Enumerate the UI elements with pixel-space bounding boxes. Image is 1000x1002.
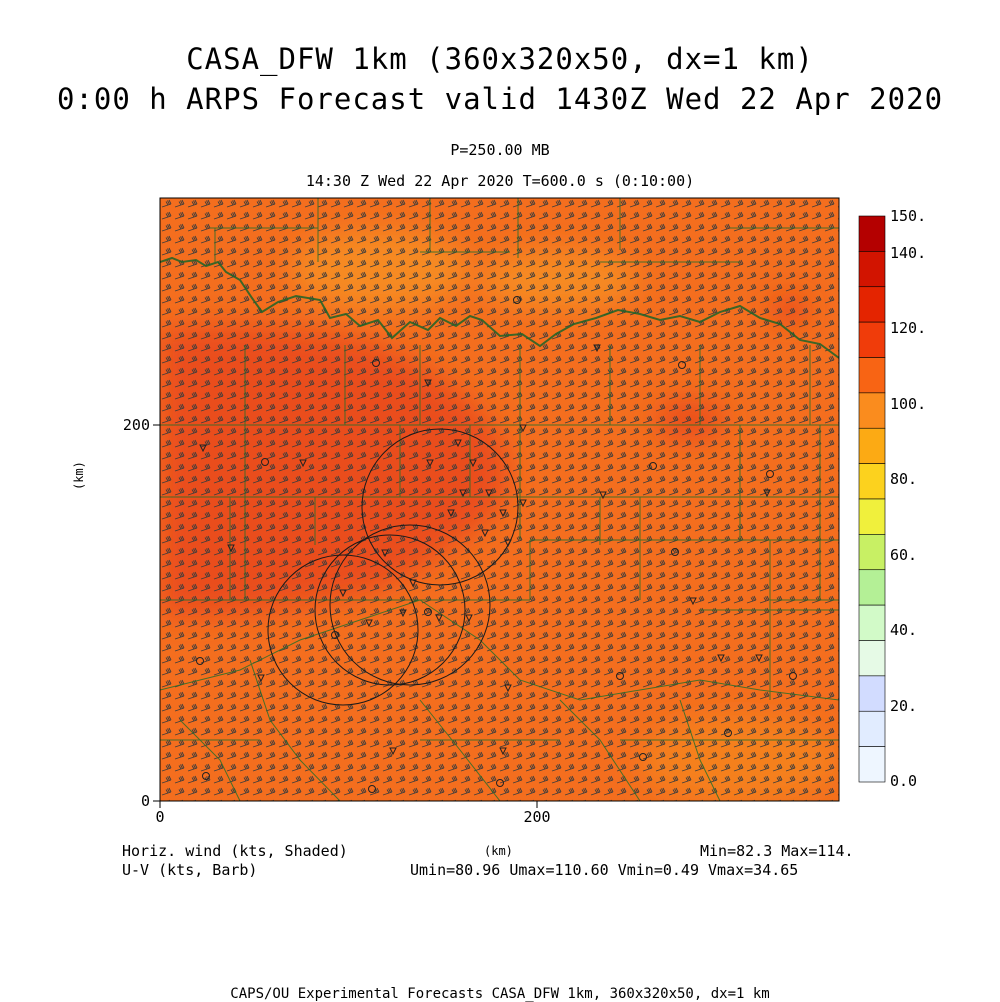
x-tick-label: 200 <box>523 808 550 826</box>
colorbar-label: 120. <box>890 319 927 337</box>
radar-ring-3 <box>267 554 419 706</box>
credit-line: CAPS/OU Experimental Forecasts CASA_DFW … <box>230 986 770 1002</box>
station-marker <box>616 672 624 680</box>
colorbar-swatch <box>858 498 886 535</box>
shading-variable-label: Horiz. wind (kts, Shaded) <box>122 842 348 860</box>
station-marker <box>671 548 679 556</box>
station-marker <box>368 785 376 793</box>
pressure-level-label: P=250.00 MB <box>450 141 550 159</box>
colorbar-label: 0.0 <box>890 772 918 790</box>
barb-variable-label: U-V (kts, Barb) <box>122 861 258 879</box>
station-marker <box>789 672 797 680</box>
colorbar-swatch <box>858 569 886 606</box>
colorbar-label: 40. <box>890 621 918 639</box>
colorbar-label: 150. <box>890 207 927 225</box>
plot-title-line2: 0:00 h ARPS Forecast valid 1430Z Wed 22 … <box>56 82 944 116</box>
radar-ring-2 <box>314 534 466 686</box>
colorbar-swatch <box>858 746 886 783</box>
colorbar-swatch <box>858 215 886 252</box>
axis-ticks <box>153 424 538 808</box>
wind-shading <box>160 198 839 801</box>
station-marker <box>196 657 204 665</box>
wind-barbs <box>160 198 839 801</box>
station-marker <box>202 772 210 780</box>
valid-time-label: 14:30 Z Wed 22 Apr 2020 T=600.0 s (0:10:… <box>305 172 695 190</box>
station-marker <box>372 359 380 367</box>
station-marker <box>496 779 504 787</box>
station-markers <box>196 296 797 793</box>
plot-title-line1: CASA_DFW 1km (360x320x50, dx=1 km) <box>186 42 814 76</box>
min-max-stats: Min=82.3 Max=114. <box>700 842 854 860</box>
colorbar-label: 100. <box>890 395 927 413</box>
uv-stats: Umin=80.96 Umax=110.60 Vmin=0.49 Vmax=34… <box>410 861 799 879</box>
colorbar-swatch <box>858 286 886 323</box>
station-marker <box>639 753 647 761</box>
colorbar-swatch <box>858 357 886 394</box>
colorbar-swatch <box>858 534 886 571</box>
station-marker <box>766 470 774 478</box>
station-marker <box>424 608 432 616</box>
colorbar-label: 60. <box>890 546 918 564</box>
plot-frame <box>159 197 840 802</box>
y-tick-label: 0 <box>141 792 150 810</box>
colorbar-swatch <box>858 427 886 464</box>
colorbar-swatch <box>858 251 886 288</box>
station-marker <box>724 729 732 737</box>
colorbar-label: 80. <box>890 470 918 488</box>
colorbar-swatch <box>858 710 886 747</box>
station-marker <box>261 458 269 466</box>
colorbar-swatch <box>858 463 886 500</box>
colorbar-swatch <box>858 392 886 429</box>
y-axis-unit: (km) <box>72 461 86 490</box>
station-marker <box>331 631 339 639</box>
colorbar-swatch <box>858 321 886 358</box>
colorbar-swatch <box>858 604 886 641</box>
x-axis-unit: (km) <box>484 844 513 858</box>
station-marker <box>199 344 771 756</box>
radar-ring-1 <box>361 428 519 586</box>
station-marker <box>649 462 657 470</box>
colorbar-swatch <box>858 640 886 677</box>
colorbar <box>858 215 886 783</box>
radar-range-rings <box>267 428 519 706</box>
x-tick-label: 0 <box>155 808 164 826</box>
station-marker <box>678 361 686 369</box>
colorbar-label: 20. <box>890 697 918 715</box>
colorbar-swatch <box>858 675 886 712</box>
station-marker <box>513 296 521 304</box>
radar-ring-4 <box>329 524 491 686</box>
y-tick-label: 200 <box>123 416 150 434</box>
colorbar-label: 140. <box>890 244 927 262</box>
